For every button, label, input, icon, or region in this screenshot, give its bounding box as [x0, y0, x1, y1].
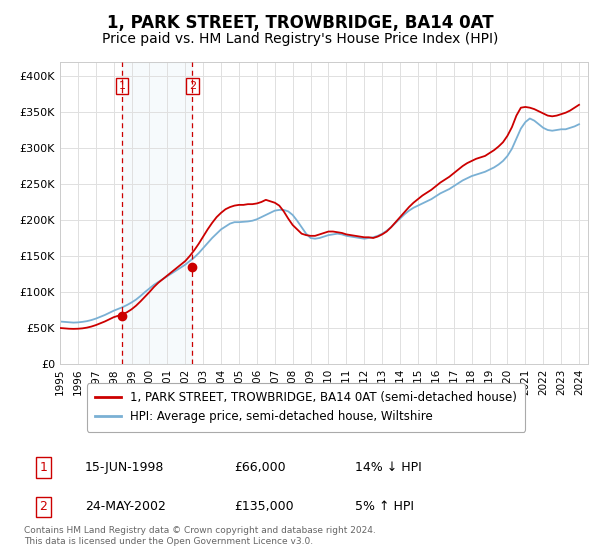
Legend: 1, PARK STREET, TROWBRIDGE, BA14 0AT (semi-detached house), HPI: Average price, : 1, PARK STREET, TROWBRIDGE, BA14 0AT (se…: [86, 383, 526, 432]
Text: 2: 2: [40, 500, 47, 514]
Text: Price paid vs. HM Land Registry's House Price Index (HPI): Price paid vs. HM Land Registry's House …: [102, 32, 498, 46]
Text: 1, PARK STREET, TROWBRIDGE, BA14 0AT: 1, PARK STREET, TROWBRIDGE, BA14 0AT: [107, 14, 493, 32]
Text: £66,000: £66,000: [234, 461, 286, 474]
Text: Contains HM Land Registry data © Crown copyright and database right 2024.
This d: Contains HM Land Registry data © Crown c…: [24, 526, 376, 546]
Text: 15-JUN-1998: 15-JUN-1998: [85, 461, 164, 474]
Text: 14% ↓ HPI: 14% ↓ HPI: [355, 461, 422, 474]
Text: 2: 2: [188, 81, 196, 91]
Text: 1: 1: [40, 461, 47, 474]
Text: 24-MAY-2002: 24-MAY-2002: [85, 500, 166, 514]
Bar: [122, 62, 192, 364]
Text: 1: 1: [118, 81, 125, 91]
Text: 5% ↑ HPI: 5% ↑ HPI: [355, 500, 414, 514]
Text: £135,000: £135,000: [234, 500, 293, 514]
